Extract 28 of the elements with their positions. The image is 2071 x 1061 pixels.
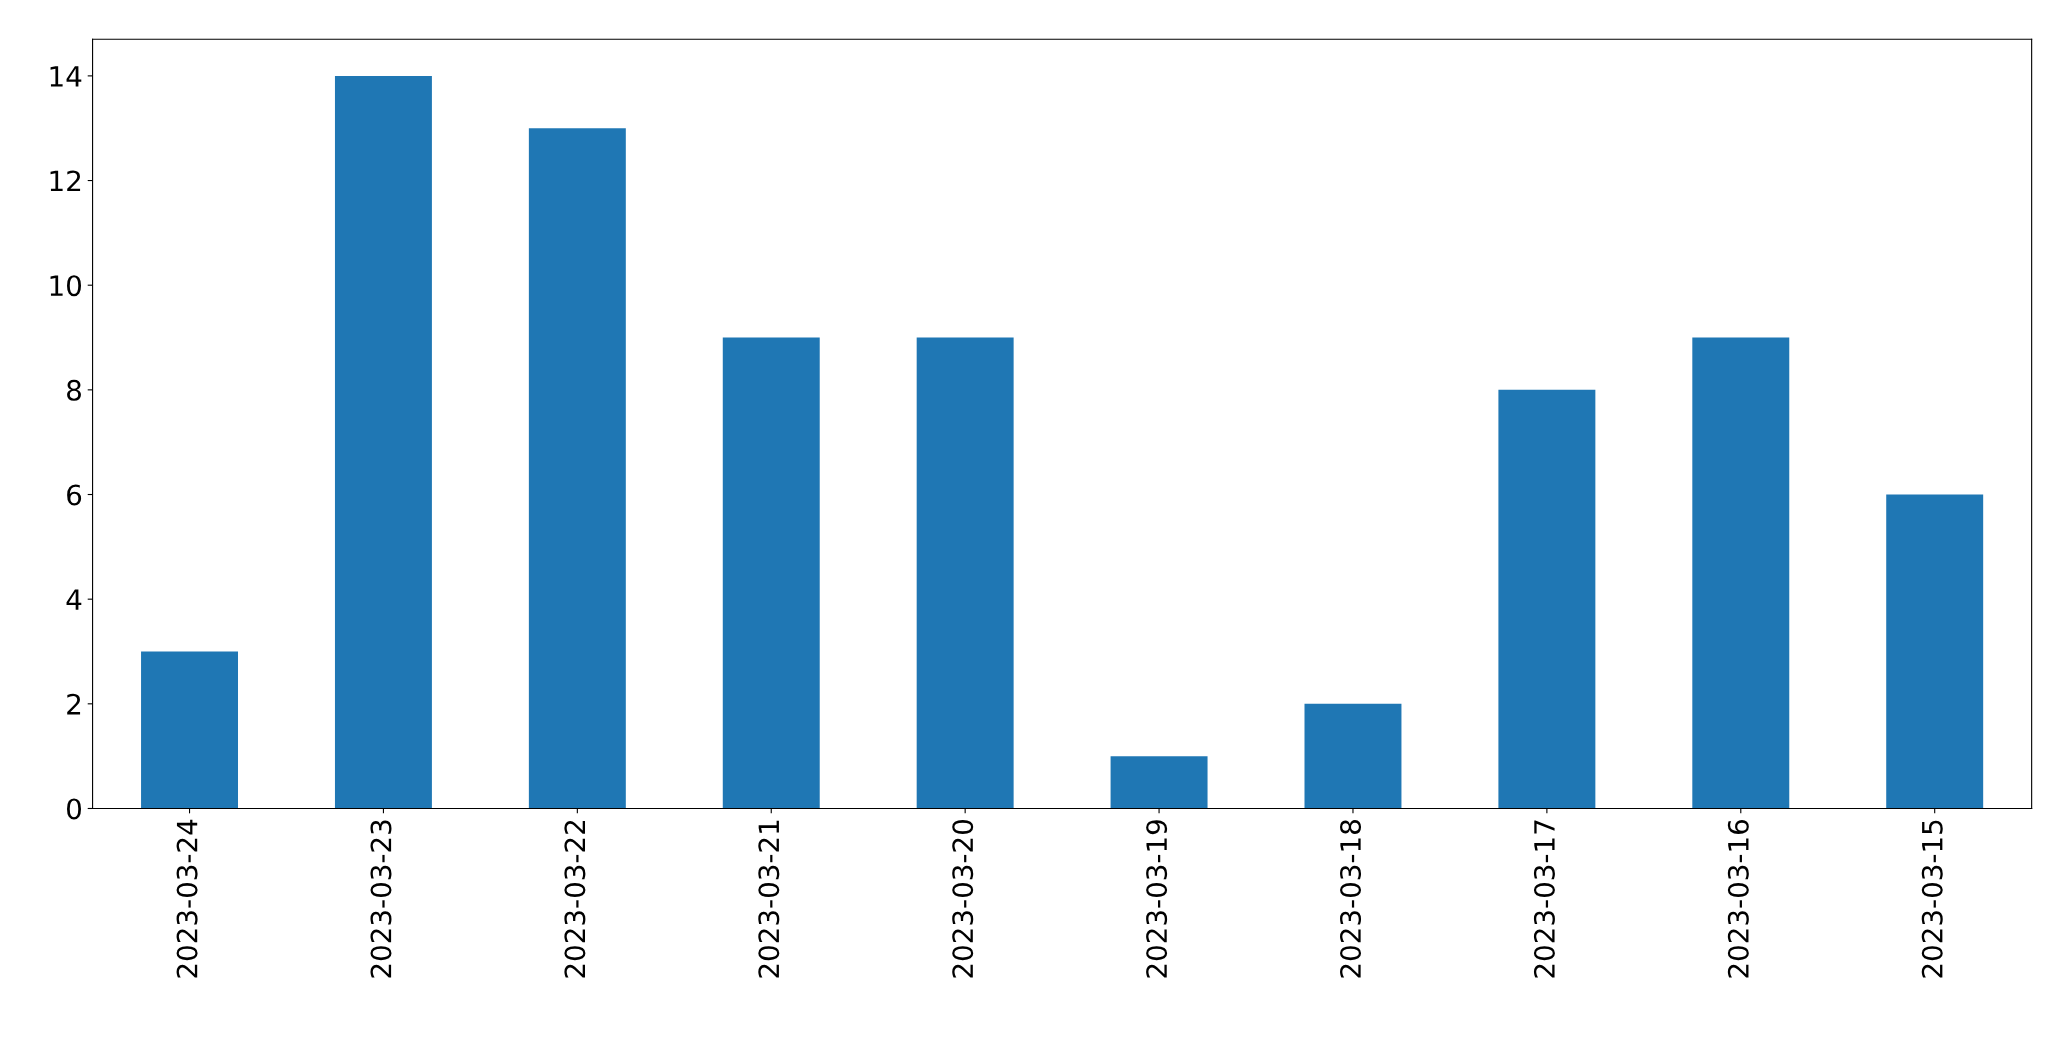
y-tick-label: 6 <box>67 484 82 506</box>
x-tick-label: 2023-03-19 <box>1146 820 1168 978</box>
x-tick-label: 2023-03-15 <box>1921 820 1943 978</box>
y-tick-label: 2 <box>67 693 81 715</box>
y-tick-label: 8 <box>67 379 81 401</box>
x-tick-label: 2023-03-17 <box>1533 820 1555 978</box>
bar <box>722 337 820 809</box>
x-tick-label: 2023-03-18 <box>1340 820 1362 978</box>
x-tick-label: 2023-03-21 <box>758 820 780 978</box>
y-tick-label: 14 <box>50 66 82 87</box>
x-tick-label: 2023-03-23 <box>370 820 392 978</box>
bar <box>334 75 432 809</box>
bar <box>1110 756 1208 809</box>
bar <box>1498 389 1596 809</box>
bar <box>1692 337 1790 809</box>
x-tick-label: 2023-03-16 <box>1727 819 1749 978</box>
bar <box>1304 703 1402 809</box>
x-tick-label: 2023-03-20 <box>952 820 974 978</box>
x-tick-label: 2023-03-24 <box>176 819 198 978</box>
y-tick-label: 0 <box>67 798 82 820</box>
y-tick-label: 12 <box>50 170 81 192</box>
bar <box>916 337 1014 809</box>
y-tick-label: 4 <box>66 589 82 610</box>
bar <box>1886 494 1984 809</box>
bar <box>528 128 626 809</box>
x-tick-label: 2023-03-22 <box>564 820 586 978</box>
y-tick-label: 10 <box>50 275 82 297</box>
bar <box>141 651 238 809</box>
